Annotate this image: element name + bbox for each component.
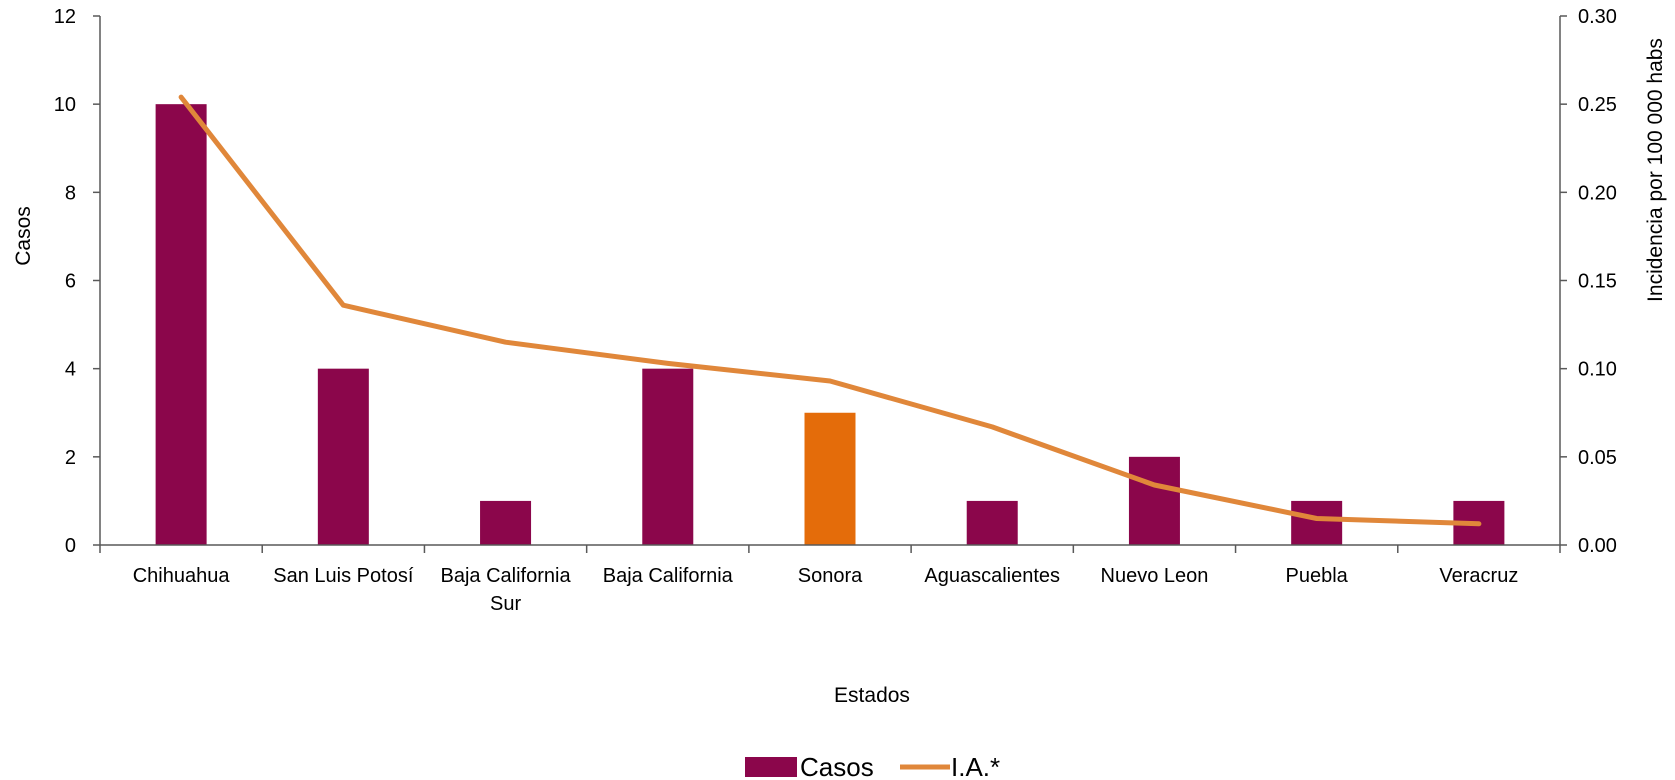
bar-casos-4 — [804, 412, 856, 545]
x-tick-label-6: Nuevo Leon — [1101, 565, 1209, 587]
legend: Casos I.A.* — [745, 752, 1000, 780]
bar-casos-1 — [317, 368, 369, 545]
x-tick-label-7: Puebla — [1286, 565, 1349, 587]
legend-swatch-casos — [745, 757, 797, 777]
x-tick-label-2: Baja California Sur — [441, 565, 572, 615]
y-tick-label-3: 6 — [65, 271, 76, 293]
line-series-group — [178, 94, 1482, 527]
bar-casos-0 — [155, 104, 207, 546]
tick-labels-group: 0 2 4 6 8 10 12 0.00 0.05 0.10 0.15 0.20 0.25 0.30 Chi… — [54, 6, 1617, 615]
y2-axis-title: Incidencia por 100 000 habs — [1644, 38, 1667, 302]
x-tick-label-5: Aguascalientes — [924, 565, 1060, 587]
y-tick-label-0: 0 — [65, 535, 76, 557]
x-tick-label-0: Chihuahua — [133, 565, 231, 587]
x-tick-label-4: Sonora — [798, 565, 863, 587]
y2-tick-label-0: 0.00 — [1578, 535, 1617, 557]
bar-casos-3 — [642, 368, 694, 545]
bar-series-group — [155, 104, 1505, 546]
y-axis-title: Casos — [12, 206, 35, 266]
y2-tick-label-5: 0.25 — [1578, 94, 1617, 116]
y2-tick-label-1: 0.05 — [1578, 447, 1617, 469]
x-tick-label-3: Baja California — [603, 565, 734, 587]
y2-tick-label-6: 0.30 — [1578, 6, 1617, 28]
bar-casos-6 — [1128, 456, 1180, 545]
y-tick-label-5: 10 — [54, 94, 76, 116]
x-tick-label-8: Veracruz — [1439, 565, 1518, 587]
y2-tick-label-2: 0.10 — [1578, 359, 1617, 381]
y2-tick-label-3: 0.15 — [1578, 271, 1617, 293]
x-axis-title: Estados — [834, 684, 910, 707]
y-tick-label-4: 8 — [65, 182, 76, 204]
line-ia — [178, 94, 1482, 527]
y-tick-label-2: 4 — [65, 359, 76, 381]
y-tick-label-1: 2 — [65, 447, 76, 469]
y2-tick-label-4: 0.20 — [1578, 182, 1617, 204]
legend-label-ia: I.A.* — [951, 752, 1000, 780]
y-tick-label-6: 12 — [54, 6, 76, 28]
legend-label-casos: Casos — [800, 752, 874, 780]
bar-casos-5 — [966, 500, 1018, 545]
axes-group — [93, 15, 1567, 553]
bar-casos-7 — [1291, 500, 1343, 545]
x-tick-label-1: San Luis Potosí — [273, 565, 414, 587]
bar-casos-2 — [480, 500, 532, 545]
